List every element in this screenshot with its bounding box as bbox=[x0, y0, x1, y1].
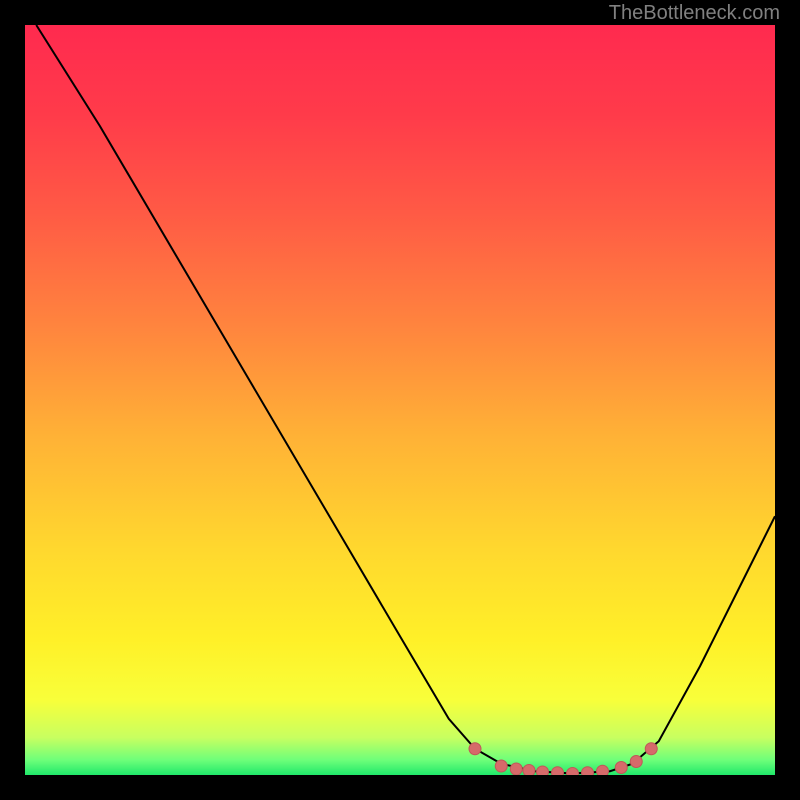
marker-point bbox=[537, 766, 549, 775]
marker-point bbox=[645, 743, 657, 755]
marker-point bbox=[582, 767, 594, 775]
marker-point bbox=[567, 768, 579, 776]
marker-point bbox=[523, 765, 535, 776]
marker-point bbox=[630, 756, 642, 768]
marker-point bbox=[615, 762, 627, 774]
marker-point bbox=[552, 767, 564, 775]
marker-point bbox=[597, 765, 609, 775]
marker-point bbox=[469, 743, 481, 755]
marker-point bbox=[510, 763, 522, 775]
chart-svg bbox=[25, 25, 775, 775]
chart-background bbox=[25, 25, 775, 775]
watermark-text: TheBottleneck.com bbox=[609, 2, 780, 25]
bottleneck-chart bbox=[25, 25, 775, 775]
marker-point bbox=[495, 760, 507, 772]
